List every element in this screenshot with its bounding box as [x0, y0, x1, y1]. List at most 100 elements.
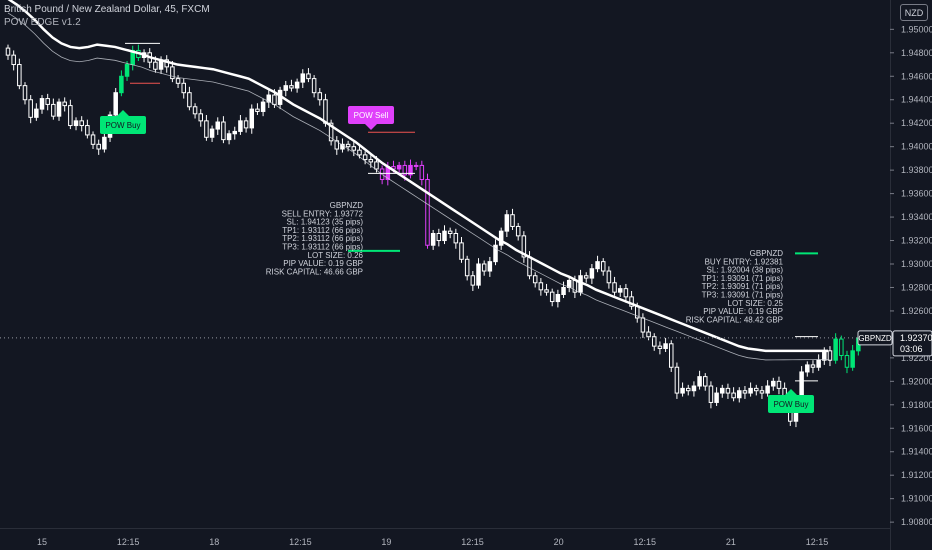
- time-tick-label: 18: [209, 537, 219, 547]
- buy-info-line: TP2: 1.93091 (71 pips): [702, 282, 784, 291]
- candle-body: [691, 385, 697, 392]
- candle-body: [805, 364, 810, 373]
- candle-body: [413, 164, 419, 167]
- price-tag-text: 1.92370: [900, 333, 932, 343]
- candle-body: [232, 130, 238, 135]
- candle-body: [561, 286, 566, 296]
- candle-body: [408, 164, 413, 176]
- sell-signal: POW Sell: [348, 106, 394, 130]
- candle-body: [583, 275, 589, 279]
- candle-body: [11, 54, 16, 66]
- candle-body: [306, 73, 311, 80]
- candle-body: [198, 113, 203, 122]
- candle-body: [459, 242, 464, 260]
- indicator-label[interactable]: POW EDGE v1.2: [4, 17, 81, 28]
- time-tick-label: 19: [381, 537, 391, 547]
- candle-body: [221, 121, 226, 141]
- candle-body: [124, 64, 130, 77]
- sell-info-line: SL: 1.94123 (35 pips): [287, 218, 364, 227]
- candle-body: [703, 376, 708, 387]
- candle-body: [663, 343, 668, 349]
- buy-info-line: BUY ENTRY: 1.92381: [705, 257, 784, 266]
- candle-body: [685, 387, 691, 392]
- price-tick-label: 1.95000: [901, 24, 932, 34]
- candle-body: [612, 282, 617, 293]
- price-tick-label: 1.94600: [901, 71, 932, 81]
- buy-info-line: PIP VALUE: 0.19 GBP: [703, 307, 783, 316]
- time-tick-label: 12:15: [806, 537, 829, 547]
- buy-info-line: GBPNZD: [750, 249, 784, 258]
- candle-body: [498, 230, 504, 246]
- candle-body: [714, 392, 719, 403]
- candle-body: [192, 106, 198, 115]
- candle-body: [22, 85, 28, 101]
- candle-body: [771, 380, 776, 387]
- symbol-tag: [857, 330, 893, 346]
- candle-body: [368, 159, 374, 163]
- candle-body: [272, 94, 277, 105]
- candle-body: [839, 338, 844, 357]
- time-tick-label: 20: [554, 537, 564, 547]
- sell-info-line: PIP VALUE: 0.19 GBP: [283, 259, 363, 268]
- candle-body: [464, 258, 470, 277]
- candle-body: [187, 92, 192, 108]
- candle-body: [34, 108, 39, 118]
- candle-body: [402, 164, 408, 176]
- price-tick-label: 1.92200: [901, 353, 932, 363]
- price-tick-label: 1.92600: [901, 306, 932, 316]
- currency-badge[interactable]: NZD: [900, 4, 928, 21]
- candle-body: [623, 288, 629, 298]
- price-tick-label: 1.93200: [901, 236, 932, 246]
- candle-body: [79, 120, 84, 127]
- candle-body: [255, 108, 260, 112]
- candle-body: [260, 101, 266, 112]
- candle-body: [589, 268, 595, 279]
- symbol-title[interactable]: British Pound / New Zealand Dollar, 45, …: [4, 4, 210, 15]
- symbol-tag-text: GBPNZD: [858, 334, 892, 343]
- sell-info-line: RISK CAPITAL: 46.66 GBP: [266, 267, 363, 276]
- candle-body: [668, 343, 674, 368]
- sell-info-line: TP3: 1.93112 (66 pips): [282, 243, 363, 252]
- candle-body: [816, 359, 821, 368]
- candle-body: [515, 225, 521, 237]
- buy-signal-1: POW Buy: [100, 110, 146, 134]
- candle-body: [555, 294, 561, 303]
- candle-body: [447, 230, 453, 234]
- candle-body: [243, 120, 249, 129]
- buy-info-line: RISK CAPITAL: 48.42 GBP: [686, 315, 783, 324]
- price-tick-label: 1.93400: [901, 212, 932, 222]
- candle-body: [283, 85, 289, 91]
- candle-body: [487, 261, 493, 272]
- price-tick-label: 1.90800: [901, 517, 932, 527]
- buy-signal-1-text: POW Buy: [105, 121, 140, 130]
- candle-body: [328, 122, 334, 142]
- time-tick-label: 21: [726, 537, 736, 547]
- candle-body: [73, 120, 79, 127]
- candle-body: [476, 263, 481, 286]
- candle-body: [39, 98, 45, 110]
- candle-body: [102, 136, 107, 150]
- candle-body: [720, 387, 725, 394]
- candle-body: [317, 92, 323, 101]
- price-tick-label: 1.92000: [901, 376, 932, 386]
- candle-body: [646, 331, 651, 338]
- candle-body: [617, 288, 623, 293]
- candle-body: [204, 120, 209, 138]
- candle-body: [532, 275, 538, 284]
- candle-body: [266, 94, 272, 103]
- candle-body: [170, 66, 175, 80]
- candle-body: [119, 75, 124, 94]
- candle-body: [606, 270, 612, 284]
- candle-body: [300, 73, 306, 83]
- candle-body: [697, 376, 702, 387]
- candle-body: [629, 296, 634, 307]
- candle-body: [748, 387, 753, 394]
- candle-body: [453, 232, 459, 244]
- candle-body: [810, 364, 816, 368]
- candle-body: [345, 143, 351, 148]
- candle-body: [708, 385, 714, 403]
- ema-slow-line: [7, 12, 829, 361]
- price-tag: [892, 330, 932, 357]
- price-tick-label: 1.91600: [901, 423, 932, 433]
